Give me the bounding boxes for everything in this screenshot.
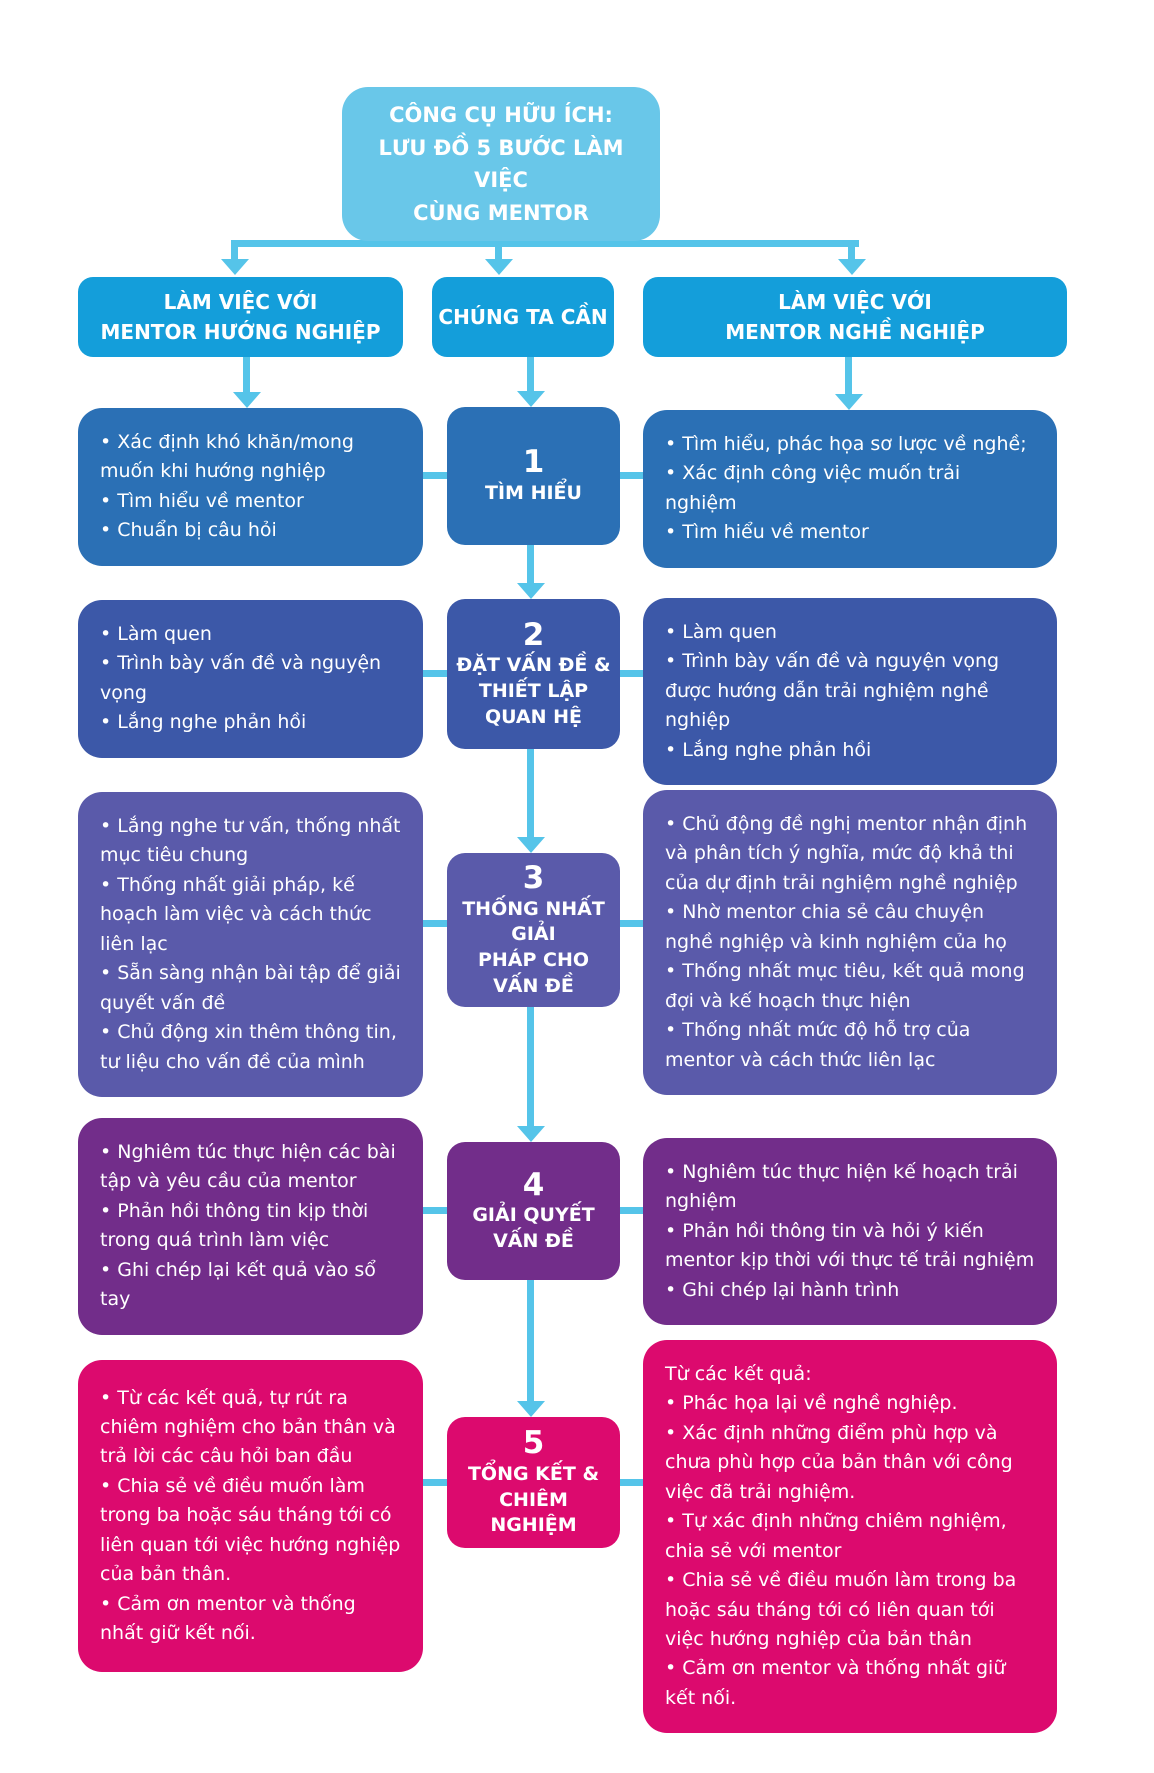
- bullet-item: Trình bày vấn đề và nguyện vọng được hướ…: [665, 647, 1035, 735]
- step-number: 1: [522, 444, 545, 481]
- bullet-item: Lắng nghe phản hồi: [665, 736, 1035, 765]
- bullet-item: Chủ động xin thêm thông tin, tư liệu cho…: [100, 1018, 401, 1077]
- bullet-item: Lắng nghe phản hồi: [100, 708, 401, 737]
- arrow-right-header-to-step1: [834, 357, 863, 410]
- step-title: TÌM HIỂU: [485, 482, 582, 504]
- step-1-left-box: Xác định khó khăn/mong muốn khi hướng ng…: [78, 408, 423, 566]
- header-center-column: CHÚNG TA CẦN: [432, 277, 614, 357]
- step-number: 4: [522, 1166, 545, 1203]
- arrow-to-center-header: [484, 243, 513, 275]
- bullet-item: Xác định những điểm phù hợp và chưa phù …: [665, 1419, 1035, 1507]
- step-3-left-box: Lắng nghe tư vấn, thống nhất mục tiêu ch…: [78, 792, 423, 1097]
- connector-top-branch: [231, 240, 859, 247]
- bullet-item: Từ các kết quả, tự rút ra chiêm nghiệm c…: [100, 1384, 401, 1472]
- bullet-item: Phản hồi thông tin kịp thời trong quá tr…: [100, 1197, 401, 1256]
- connector-step2-left: [418, 670, 450, 677]
- bullet-item: Tìm hiểu về mentor: [100, 487, 401, 516]
- arrow-center-header-to-step1: [516, 357, 545, 407]
- step-5-left-box: Từ các kết quả, tự rút ra chiêm nghiệm c…: [78, 1360, 423, 1672]
- bullet-item: Ghi chép lại hành trình: [665, 1276, 1035, 1305]
- step-1-right-box: Tìm hiểu, phác họa sơ lược về nghề; Xác …: [643, 410, 1057, 568]
- bullet-item: Ghi chép lại kết quả vào sổ tay: [100, 1256, 401, 1315]
- title-box: CÔNG CỤ HỮU ÍCH: LƯU ĐỒ 5 BƯỚC LÀM VIỆC …: [342, 87, 660, 242]
- header-line: MENTOR NGHỀ NGHIỆP: [725, 320, 985, 344]
- connector-step2-right: [616, 670, 646, 677]
- step-2-right-box: Làm quen Trình bày vấn đề và nguyện vọng…: [643, 598, 1057, 786]
- step-title: TỔNG KẾT &: [467, 1462, 600, 1485]
- connector-step5-left: [418, 1479, 450, 1486]
- arrow-to-right-header: [837, 243, 866, 275]
- arrow-step4-to-step5: [516, 1280, 545, 1417]
- step-1-center-box: 1 TÌM HIỂU: [447, 407, 620, 545]
- step-5-center-box: 5 TỔNG KẾT & CHIÊM NGHIỆM: [447, 1417, 620, 1548]
- arrow-step2-to-step3: [516, 749, 545, 853]
- bullet-item: Làm quen: [665, 618, 1035, 647]
- step-4-center-box: 4 GIẢI QUYẾT VẤN ĐỀ: [447, 1142, 620, 1280]
- step-number: 5: [522, 1425, 545, 1462]
- bullet-item: Tìm hiểu về mentor: [665, 518, 1035, 547]
- header-line: LÀM VIỆC VỚI: [778, 290, 932, 314]
- step-title: THIẾT LẬP: [478, 680, 589, 702]
- header-left-column: LÀM VIỆC VỚI MENTOR HƯỚNG NGHIỆP: [78, 277, 403, 357]
- bullet-item: Xác định khó khăn/mong muốn khi hướng ng…: [100, 428, 401, 487]
- step-3-right-box: Chủ động đề nghị mentor nhận định và phâ…: [643, 790, 1057, 1095]
- bullet-item: Phản hồi thông tin và hỏi ý kiến mentor …: [665, 1217, 1035, 1276]
- connector-step4-left: [418, 1207, 450, 1214]
- bullet-item: Tự xác định những chiêm nghiệm, chia sẻ …: [665, 1507, 1035, 1566]
- title-line: CÙNG MENTOR: [413, 200, 589, 225]
- bullet-item: Cảm ơn mentor và thống nhất giữ kết nối.: [665, 1654, 1035, 1713]
- bullet-item: Tìm hiểu, phác họa sơ lược về nghề;: [665, 430, 1035, 459]
- step-title: QUAN HỆ: [484, 705, 583, 728]
- connector-step3-left: [418, 920, 450, 927]
- step-title: CHIÊM NGHIỆM: [490, 1488, 577, 1537]
- step-2-center-box: 2 ĐẶT VẤN ĐỀ & THIẾT LẬP QUAN HỆ: [447, 599, 620, 749]
- bullet-item: Xác định công việc muốn trải nghiệm: [665, 459, 1035, 518]
- bullet-item: Nghiêm túc thực hiện các bài tập và yêu …: [100, 1138, 401, 1197]
- step-5-right-box: Từ các kết quả: Phác họa lại về nghề ngh…: [643, 1340, 1057, 1734]
- arrow-left-header-to-step1: [232, 357, 261, 408]
- bullet-item: Thống nhất mục tiêu, kết quả mong đợi và…: [665, 957, 1035, 1016]
- bullet-item: Sẵn sàng nhận bài tập để giải quyết vấn …: [100, 959, 401, 1018]
- connector-step1-right: [616, 472, 646, 479]
- connector-step5-right: [616, 1479, 646, 1486]
- header-right-column: LÀM VIỆC VỚI MENTOR NGHỀ NGHIỆP: [643, 277, 1067, 357]
- bullet-item: Lắng nghe tư vấn, thống nhất mục tiêu ch…: [100, 812, 401, 871]
- step-4-right-box: Nghiêm túc thực hiện kế hoạch trải nghiệ…: [643, 1138, 1057, 1326]
- arrow-step3-to-step4: [516, 995, 545, 1142]
- bullet-item: Trình bày vấn đề và nguyện vọng: [100, 649, 401, 708]
- step-title: THỐNG NHẤT GIẢI: [462, 897, 605, 946]
- connector-step4-right: [616, 1207, 646, 1214]
- header-line: LÀM VIỆC VỚI: [163, 290, 318, 314]
- title-line: CÔNG CỤ HỮU ÍCH:: [389, 103, 613, 127]
- arrow-to-left-header: [220, 243, 249, 275]
- step-3-center-box: 3 THỐNG NHẤT GIẢI PHÁP CHO VẤN ĐỀ: [447, 853, 620, 1008]
- step-number: 3: [522, 860, 545, 896]
- step-title: ĐẶT VẤN ĐỀ &: [456, 654, 611, 677]
- step-number: 2: [522, 616, 545, 653]
- bullet-item: Chia sẻ về điều muốn làm trong ba hoặc s…: [100, 1472, 401, 1590]
- bullet-item: Nhờ mentor chia sẻ câu chuyện nghề nghiệ…: [665, 898, 1035, 957]
- bullet-item: Thống nhất mức độ hỗ trợ của mentor và c…: [665, 1016, 1035, 1075]
- bullet-item: Chuẩn bị câu hỏi: [100, 516, 401, 545]
- bullet-item: Thống nhất giải pháp, kế hoạch làm việc …: [100, 871, 401, 959]
- bullet-item: Cảm ơn mentor và thống nhất giữ kết nối.: [100, 1590, 401, 1649]
- connector-step1-left: [418, 472, 450, 479]
- bullet-item: Làm quen: [100, 620, 401, 649]
- bullet-item: Chia sẻ về điều muốn làm trong ba hoặc s…: [665, 1566, 1035, 1654]
- step-2-left-box: Làm quen Trình bày vấn đề và nguyện vọng…: [78, 600, 423, 758]
- step-title: VẤN ĐỀ: [493, 1229, 574, 1252]
- title-line: LƯU ĐỒ 5 BƯỚC LÀM VIỆC: [378, 135, 624, 193]
- arrow-step1-to-step2: [516, 545, 545, 599]
- bullet-item: Phác họa lại về nghề nghiệp.: [665, 1389, 1035, 1418]
- header-line: CHÚNG TA CẦN: [438, 305, 608, 329]
- header-line: MENTOR HƯỚNG NGHIỆP: [100, 320, 381, 344]
- intro-line: Từ các kết quả:: [665, 1363, 812, 1385]
- connector-step3-right: [616, 920, 646, 927]
- bullet-item: Nghiêm túc thực hiện kế hoạch trải nghiệ…: [665, 1158, 1035, 1217]
- bullet-item: Chủ động đề nghị mentor nhận định và phâ…: [665, 810, 1035, 898]
- step-4-left-box: Nghiêm túc thực hiện các bài tập và yêu …: [78, 1118, 423, 1335]
- step-title: PHÁP CHO VẤN ĐỀ: [477, 948, 590, 997]
- step-title: GIẢI QUYẾT: [472, 1204, 595, 1227]
